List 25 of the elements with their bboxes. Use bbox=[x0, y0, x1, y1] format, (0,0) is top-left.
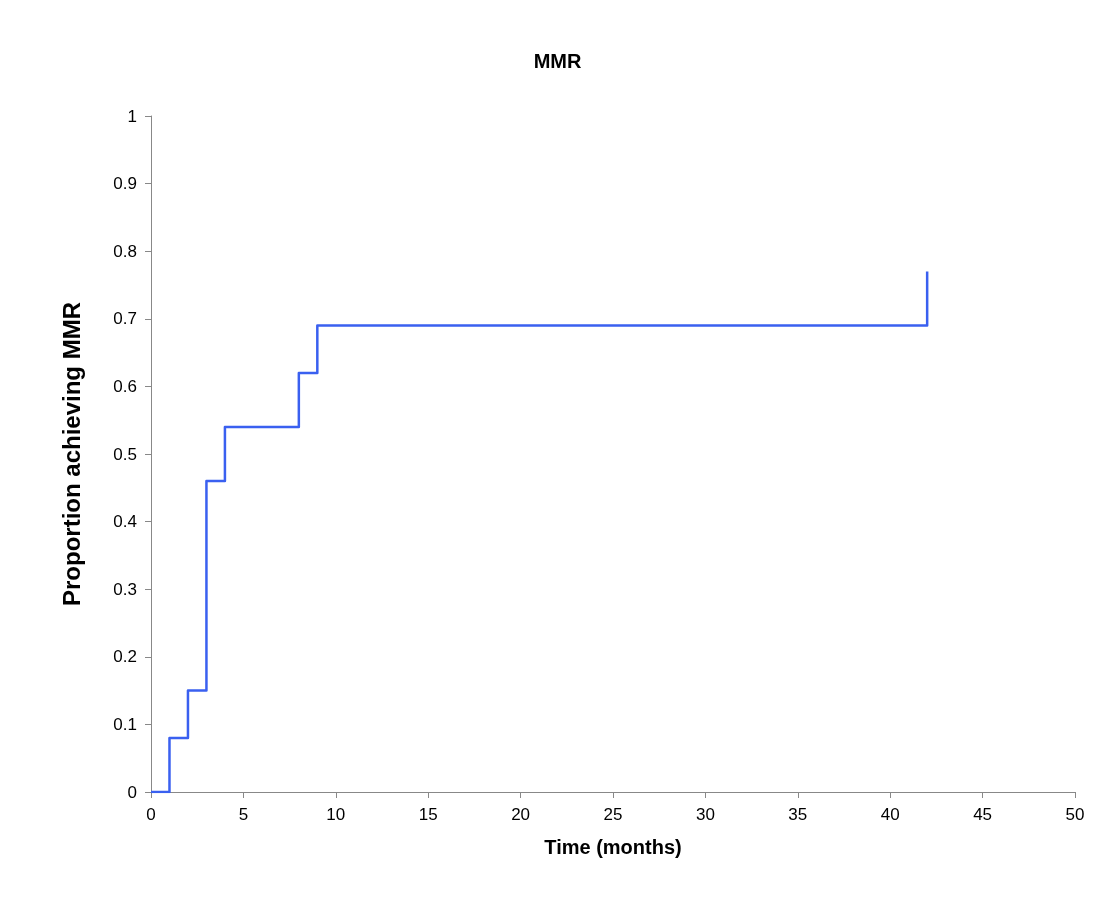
y-tick-label: 0.6 bbox=[113, 376, 137, 396]
y-axis-title: Proportion achieving MMR bbox=[57, 301, 85, 607]
y-tick-label: 0.9 bbox=[113, 174, 137, 194]
x-tick-label: 10 bbox=[326, 805, 346, 824]
y-tick-label: 0.8 bbox=[113, 241, 137, 261]
y-tick-label: 0.4 bbox=[113, 512, 137, 532]
y-tick-label: 0 bbox=[127, 782, 137, 802]
x-tick-label: 20 bbox=[511, 805, 531, 824]
x-tick-label: 15 bbox=[418, 805, 438, 824]
x-axis-title: Time (months) bbox=[544, 836, 682, 858]
y-tick-label: 0.5 bbox=[113, 444, 137, 464]
chart-title: MMR bbox=[533, 50, 582, 72]
x-tick-label: 30 bbox=[695, 805, 715, 824]
y-tick-label: 0.7 bbox=[113, 309, 137, 329]
y-tick-label: 0.3 bbox=[113, 579, 137, 599]
x-tick-label: 45 bbox=[973, 805, 993, 824]
x-tick-label: 0 bbox=[146, 805, 156, 824]
x-tick-label: 50 bbox=[1065, 805, 1085, 824]
y-tick-label: 0.2 bbox=[113, 647, 137, 667]
x-tick-label: 5 bbox=[238, 805, 249, 824]
x-tick-label: 35 bbox=[788, 805, 808, 824]
x-tick-label: 25 bbox=[603, 805, 623, 824]
x-tick-label: 40 bbox=[880, 805, 900, 824]
y-tick-label: 1 bbox=[127, 106, 137, 126]
y-tick-label: 0.1 bbox=[113, 714, 137, 734]
